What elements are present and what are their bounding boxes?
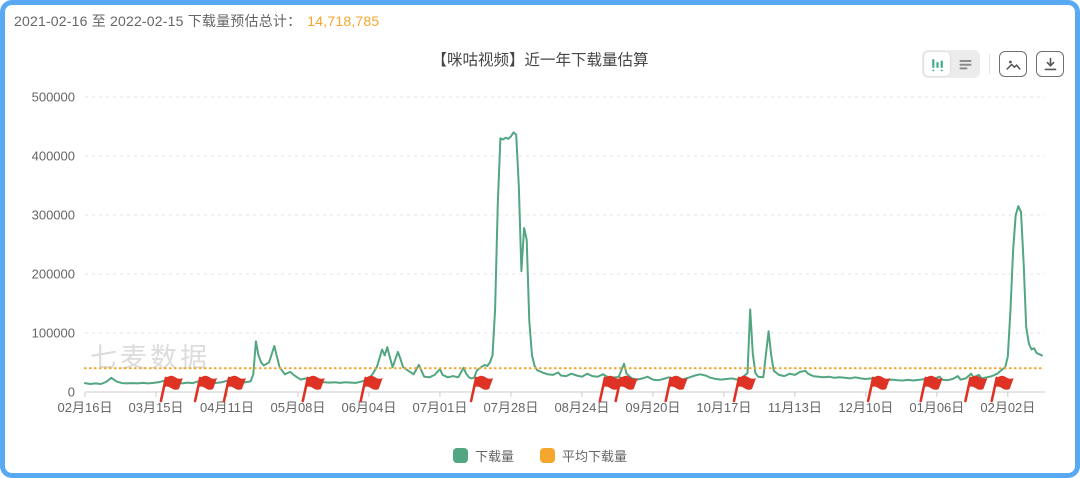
chart-type-toggle [922,50,980,78]
x-axis-label: 07月01日 [412,400,467,415]
flag-marker [664,375,688,403]
x-axis-label: 01月06日 [909,400,964,415]
x-axis-label: 03月15日 [129,400,184,415]
x-axis-label: 09月20日 [625,400,680,415]
date-range-label: 2021-02-16 至 2022-02-15 下载量预估总计： [14,13,302,29]
chart-legend: 下载量 平均下载量 [0,446,1080,465]
average-legend-label: 平均下载量 [562,449,628,464]
flag-banner [473,375,494,390]
flag-banner [304,375,325,390]
flag-marker [193,375,218,403]
y-axis-label: 500000 [32,90,75,105]
flag-banner [197,375,218,390]
flag-banner [870,375,891,390]
chart-title: 【咪咕视频】近一年下载量估算 [431,52,649,69]
total-downloads-value: 14,718,785 [307,13,380,29]
y-axis-label: 200000 [32,267,75,282]
flag-marker [732,375,756,403]
legend-item-average[interactable]: 平均下载量 [540,446,627,465]
flag-marker [469,375,494,403]
flag-marker [598,375,622,403]
bar-chart-view-icon [931,58,943,71]
downloads-legend-swatch [452,448,468,463]
x-axis-label: 06月04日 [341,400,396,415]
toolbar-divider [989,54,990,74]
legend-item-downloads[interactable]: 下载量 [452,446,514,465]
downloads-legend-label: 下载量 [474,449,514,464]
y-axis-label: 0 [68,385,75,400]
download-button[interactable] [1036,51,1064,77]
flag-banner [967,375,988,390]
download-icon [1044,57,1056,70]
data-view-icon [959,59,971,69]
flag-banner [162,375,183,390]
flag-banner [226,375,246,390]
y-axis-label: 300000 [32,208,75,223]
y-axis-label: 100000 [32,326,75,341]
bar-chart-view-button[interactable] [924,52,950,76]
x-axis-label: 08月24日 [554,400,609,415]
flag-marker [866,375,891,403]
average-legend-swatch [540,448,555,463]
chart-toolbar [922,50,1064,78]
save-image-button[interactable] [999,51,1027,77]
flag-marker [990,375,1014,403]
flag-marker [159,375,183,403]
flag-banner [362,375,383,390]
date-range-summary: 2021-02-16 至 2022-02-15 下载量预估总计： 14,718,7… [14,11,379,31]
flag-banner [667,375,688,390]
x-axis-label: 02月02日 [980,400,1035,415]
flag-banner [617,375,638,390]
flag-marker [222,375,246,403]
data-view-button[interactable] [952,52,978,76]
flag-banner [922,375,943,390]
flag-marker [614,375,638,403]
x-axis-label: 10月17日 [696,400,751,415]
flag-banner [993,375,1014,390]
flag-marker [964,375,988,403]
flag-marker [301,375,325,403]
x-axis-label: 07月28日 [483,400,538,415]
x-axis-label: 05月08日 [270,400,325,415]
y-axis-label: 400000 [32,149,75,164]
x-axis-label: 11月13日 [768,400,822,415]
x-axis-label: 04月11日 [200,400,254,415]
flag-marker [919,375,943,403]
x-axis-label: 12月10日 [838,400,893,415]
flag-banner [736,375,756,390]
save-image-icon [1005,60,1021,70]
x-axis-label: 02月16日 [58,400,113,415]
flag-banner [601,375,622,390]
flag-marker [359,375,383,403]
downloads-series-line [84,131,1043,385]
